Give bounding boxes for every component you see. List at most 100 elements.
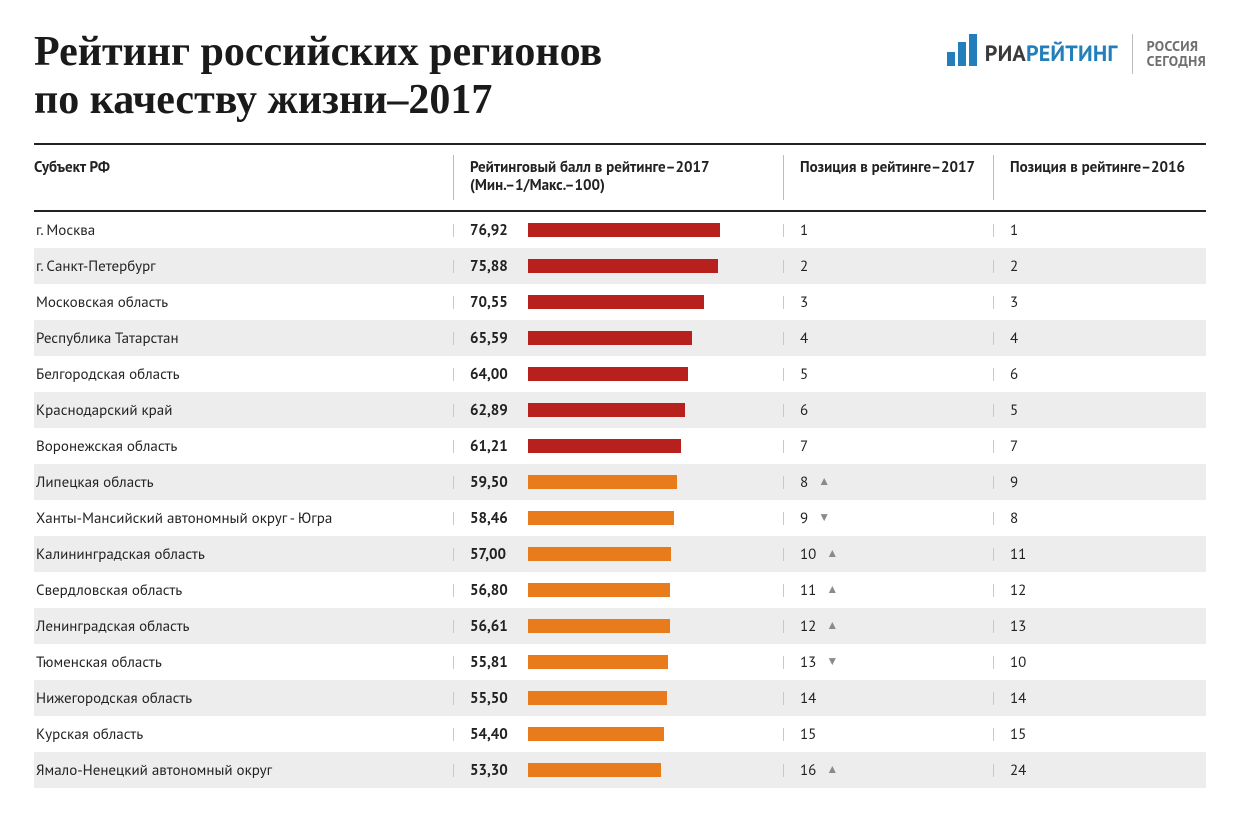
pos-2017-cell: 6 xyxy=(784,401,994,420)
pos-2017-cell: 3 xyxy=(784,293,994,312)
score-bar xyxy=(528,583,670,597)
rossiya-line2: СЕГОДНЯ xyxy=(1147,54,1206,69)
bar-track xyxy=(528,295,774,309)
pos-2017-wrap: 16▲ xyxy=(800,761,838,780)
pos-2017-cell: 15 xyxy=(784,725,994,744)
table-row: Белгородская область64,0056 xyxy=(34,356,1206,392)
score-value: 75,88 xyxy=(470,257,518,276)
ria-rating-logo: РИАРЕЙТИНГ xyxy=(947,34,1118,74)
score-cell: 70,55 xyxy=(454,293,784,312)
pos-2017-cell: 12 ▲ xyxy=(784,617,994,636)
table-row: Калининградская область57,0010▲11 xyxy=(34,536,1206,572)
ria-bars-icon xyxy=(947,34,977,74)
page-title: Рейтинг российских регионовпо качеству ж… xyxy=(34,28,602,125)
bar-track xyxy=(528,439,774,453)
pos-2017-cell: 16▲ xyxy=(784,761,994,780)
pos-2017-cell: 7 xyxy=(784,437,994,456)
table-row: Краснодарский край62,8965 xyxy=(34,392,1206,428)
score-bar xyxy=(528,403,685,417)
pos-2017-value: 5 xyxy=(800,365,808,384)
pos-2017-value: 13 xyxy=(800,653,816,672)
bar-track xyxy=(528,691,774,705)
pos-2016-cell: 6 xyxy=(994,365,1204,384)
score-bar xyxy=(528,259,718,273)
pos-2016-cell: 10 xyxy=(994,653,1204,672)
score-cell: 62,89 xyxy=(454,401,784,420)
score-bar xyxy=(528,691,667,705)
score-bar xyxy=(528,655,668,669)
pos-2017-value: 1 xyxy=(800,221,808,240)
table-row: Свердловская область56,8011▲12 xyxy=(34,572,1206,608)
table-row: Ханты-Мансийский автономный округ - Югра… xyxy=(34,500,1206,536)
region-name: Нижегородская область xyxy=(34,689,454,708)
pos-2016-cell: 24 xyxy=(994,761,1204,780)
pos-2017-cell: 5 xyxy=(784,365,994,384)
table-row: Московская область70,5533 xyxy=(34,284,1206,320)
score-bar xyxy=(528,511,674,525)
pos-2017-cell: 11 ▲ xyxy=(784,581,994,600)
score-cell: 75,88 xyxy=(454,257,784,276)
pos-2016-cell: 5 xyxy=(994,401,1204,420)
score-bar xyxy=(528,763,661,777)
score-cell: 58,46 xyxy=(454,509,784,528)
pos-2016-cell: 4 xyxy=(994,329,1204,348)
pos-2017-wrap: 15 xyxy=(800,725,816,744)
pos-2017-cell: 1 xyxy=(784,221,994,240)
pos-2017-cell: 14 xyxy=(784,689,994,708)
bar-track xyxy=(528,727,774,741)
score-cell: 54,40 xyxy=(454,725,784,744)
table-header: Субъект РФ Рейтинговый балл в рейтинге–2… xyxy=(34,145,1206,213)
col-score: Рейтинговый балл в рейтинге–2017(Мин.–1/… xyxy=(454,145,784,211)
pos-2017-wrap: 13▼ xyxy=(800,653,838,672)
score-cell: 53,30 xyxy=(454,761,784,780)
pos-2016-cell: 14 xyxy=(994,689,1204,708)
score-cell: 55,81 xyxy=(454,653,784,672)
score-cell: 65,59 xyxy=(454,329,784,348)
arrow-down-icon: ▼ xyxy=(818,512,830,524)
table-body: г. Москва76,9211г. Санкт-Петербург75,882… xyxy=(34,212,1206,788)
score-bar xyxy=(528,727,664,741)
arrow-up-icon: ▲ xyxy=(826,620,838,632)
region-name: г. Москва xyxy=(34,221,454,240)
pos-2017-value: 14 xyxy=(800,689,816,708)
bar-track xyxy=(528,223,774,237)
score-value: 70,55 xyxy=(470,293,518,312)
score-value: 55,50 xyxy=(470,689,518,708)
pos-2016-cell: 2 xyxy=(994,257,1204,276)
score-value: 56,80 xyxy=(470,581,518,600)
col-subject: Субъект РФ xyxy=(34,145,454,211)
pos-2017-value: 10 xyxy=(800,545,816,564)
table-row: Нижегородская область 55,50 14 14 xyxy=(34,680,1206,716)
pos-2016-cell: 3 xyxy=(994,293,1204,312)
pos-2016-cell: 11 xyxy=(994,545,1204,564)
region-name: Ленинградская область xyxy=(34,617,454,636)
pos-2017-value: 11 xyxy=(800,581,816,600)
pos-2017-cell: 8▲ xyxy=(784,473,994,492)
score-value: 58,46 xyxy=(470,509,518,528)
bar-track xyxy=(528,619,774,633)
pos-2016-cell: 15 xyxy=(994,725,1204,744)
pos-2017-wrap: 10▲ xyxy=(800,545,838,564)
arrow-up-icon: ▲ xyxy=(826,584,838,596)
score-value: 59,50 xyxy=(470,473,518,492)
pos-2017-cell: 9▼ xyxy=(784,509,994,528)
pos-2017-value: 12 xyxy=(800,617,816,636)
logo-separator xyxy=(1132,34,1133,74)
pos-2017-wrap: 6 xyxy=(800,401,808,420)
score-bar xyxy=(528,223,720,237)
region-name: Тюменская область xyxy=(34,653,454,672)
table-row: г. Санкт-Петербург75,8822 xyxy=(34,248,1206,284)
pos-2016-cell: 12 xyxy=(994,581,1204,600)
pos-2017-wrap: 1 xyxy=(800,221,808,240)
score-cell: 55,50 xyxy=(454,689,784,708)
score-cell: 76,92 xyxy=(454,221,784,240)
pos-2017-wrap: 7 xyxy=(800,437,808,456)
pos-2016-cell: 13 xyxy=(994,617,1204,636)
pos-2017-value: 7 xyxy=(800,437,808,456)
bar-track xyxy=(528,367,774,381)
score-bar xyxy=(528,547,671,561)
pos-2017-cell: 2 xyxy=(784,257,994,276)
bar-track xyxy=(528,583,774,597)
table-row: Липецкая область59,508▲9 xyxy=(34,464,1206,500)
score-value: 53,30 xyxy=(470,761,518,780)
